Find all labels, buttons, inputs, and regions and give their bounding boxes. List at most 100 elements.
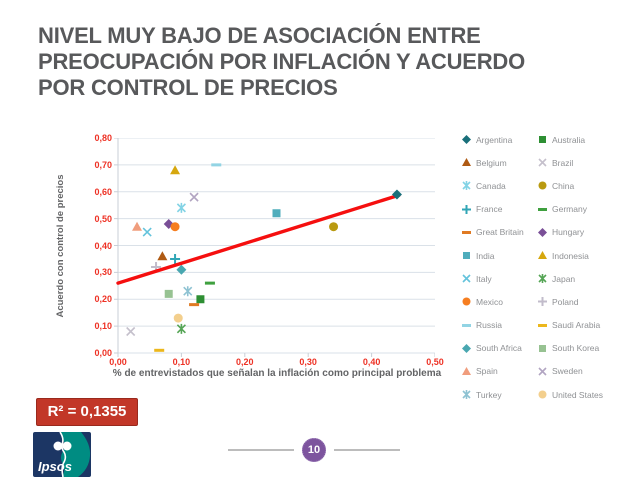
legend-marker-circle-icon [538, 181, 547, 190]
legend-marker-dash-icon [538, 207, 547, 211]
legend-label: Indonesia [552, 250, 589, 261]
legend-item-indonesia: Indonesia [537, 250, 637, 261]
legend-item-south-korea: South Korea [537, 343, 637, 354]
y-tick-label: 0,00 [94, 348, 112, 358]
slide-title-line-2: PREOCUPACIÓN POR INFLACIÓN Y ACUERDO [38, 48, 526, 74]
legend-label: Brazil [552, 157, 574, 168]
point-great-britain [189, 303, 200, 307]
point-south-korea [164, 289, 173, 298]
legend-item-united-states: United States [537, 389, 637, 400]
legend-item-china: China [537, 180, 637, 191]
slide-title-line-3: POR CONTROL DE PRECIOS [38, 74, 338, 100]
legend-marker-triangle-icon [462, 158, 471, 167]
legend-marker-circle-icon [538, 390, 547, 399]
legend-label: Australia [552, 134, 586, 145]
legend-marker-circle-icon [462, 297, 471, 306]
legend-marker-triangle-icon [462, 366, 471, 375]
page-number-badge: 10 [302, 438, 326, 462]
legend-item-south-africa: South Africa [461, 343, 537, 354]
legend-item-turkey: Turkey [461, 389, 537, 400]
logo-wordmark: Ipsos [38, 459, 72, 474]
y-tick-label: 0,80 [94, 133, 112, 143]
legend-label: Poland [552, 296, 579, 307]
x-tick-label: 0,50 [426, 357, 444, 367]
legend-label: Spain [476, 366, 498, 377]
legend-marker-plus-icon [462, 204, 471, 214]
ipsos-logo-graphic: Ipsos [33, 431, 91, 478]
legend-item-france: France [461, 204, 537, 215]
legend-label: Belgium [476, 157, 507, 168]
legend-marker-dash-icon [538, 323, 547, 327]
x-axis-title: % de entrevistados que señalan la inflac… [112, 368, 442, 379]
legend-marker-x-icon [538, 367, 547, 376]
point-saudi-arabia [154, 348, 165, 352]
legend-marker-dash-icon [462, 230, 471, 234]
point-japan [176, 323, 186, 334]
legend-label: Japan [552, 273, 576, 284]
point-china [329, 222, 339, 232]
legend-label: Germany [552, 204, 587, 215]
y-tick-label: 0,40 [94, 240, 112, 251]
legend-item-hungary: Hungary [537, 227, 637, 238]
legend-marker-square-icon [463, 252, 470, 260]
trendline [116, 193, 401, 285]
point-brazil [126, 326, 136, 337]
legend-item-mexico: Mexico [461, 296, 537, 307]
legend-marker-asterisk-icon [538, 274, 547, 284]
y-tick-label: 0,20 [94, 294, 112, 305]
point-south-africa [176, 264, 187, 275]
point-india [272, 209, 281, 218]
legend-item-india: India [461, 250, 537, 261]
x-tick-label: 0,20 [236, 357, 254, 367]
y-tick-label: 0,70 [94, 159, 112, 170]
legend-item-italy: Italy [461, 273, 537, 284]
point-italy [142, 227, 152, 237]
point-indonesia [170, 165, 181, 175]
legend-item-brazil: Brazil [537, 157, 637, 168]
legend-label: Hungary [552, 227, 585, 238]
y-tick-label: 0,50 [94, 213, 112, 224]
point-france [170, 253, 181, 264]
point-mexico [170, 222, 180, 232]
legend-label: France [476, 204, 503, 215]
legend-marker-diamond-icon [538, 227, 547, 237]
point-belgium [157, 251, 168, 261]
legend-label: Russia [476, 320, 502, 331]
point-spain [132, 221, 143, 231]
x-tick-label: 0,00 [109, 357, 127, 367]
legend-marker-x-icon [538, 158, 547, 167]
legend-marker-diamond-icon [462, 135, 471, 145]
legend-item-germany: Germany [537, 204, 637, 215]
legend-item-great-britain: Great Britain [461, 227, 537, 238]
legend-item-canada: Canada [461, 180, 537, 191]
legend-label: Saudi Arabia [552, 320, 601, 331]
footer-divider-right [334, 449, 400, 451]
y-axis-title: Acuerdo con control de precios [55, 174, 66, 318]
x-tick-label: 0,10 [172, 357, 191, 367]
legend-item-sweden: Sweden [537, 366, 637, 377]
point-australia [196, 295, 205, 304]
legend-label: United States [552, 389, 604, 400]
slide-title-line-1: NIVEL MUY BAJO DE ASOCIACIÓN ENTRE [38, 22, 481, 48]
ipsos-logo: Ipsos [33, 431, 91, 479]
legend-marker-dash-icon [462, 323, 471, 327]
logo-face-right [62, 441, 72, 451]
plot-area [114, 138, 435, 357]
legend-item-saudi-arabia: Saudi Arabia [537, 320, 637, 331]
legend-label: South Africa [476, 343, 522, 354]
point-germany [204, 281, 215, 285]
point-russia [211, 163, 222, 167]
point-sweden [189, 192, 199, 202]
legend-item-argentina: Argentina [461, 134, 537, 145]
legend-item-australia: Australia [537, 134, 637, 145]
legend-label: Great Britain [476, 227, 524, 238]
legend-item-russia: Russia [461, 320, 537, 331]
legend-marker-triangle-icon [538, 251, 547, 260]
r-squared-badge: R² = 0,1355 [36, 398, 138, 426]
point-argentina [391, 189, 402, 200]
point-canada [176, 202, 186, 213]
logo-face-left [53, 441, 63, 451]
legend-item-belgium: Belgium [461, 157, 537, 168]
slide-title: NIVEL MUY BAJO DE ASOCIACIÓN ENTRE PREOC… [38, 23, 578, 101]
legend-marker-asterisk-icon [462, 390, 471, 400]
